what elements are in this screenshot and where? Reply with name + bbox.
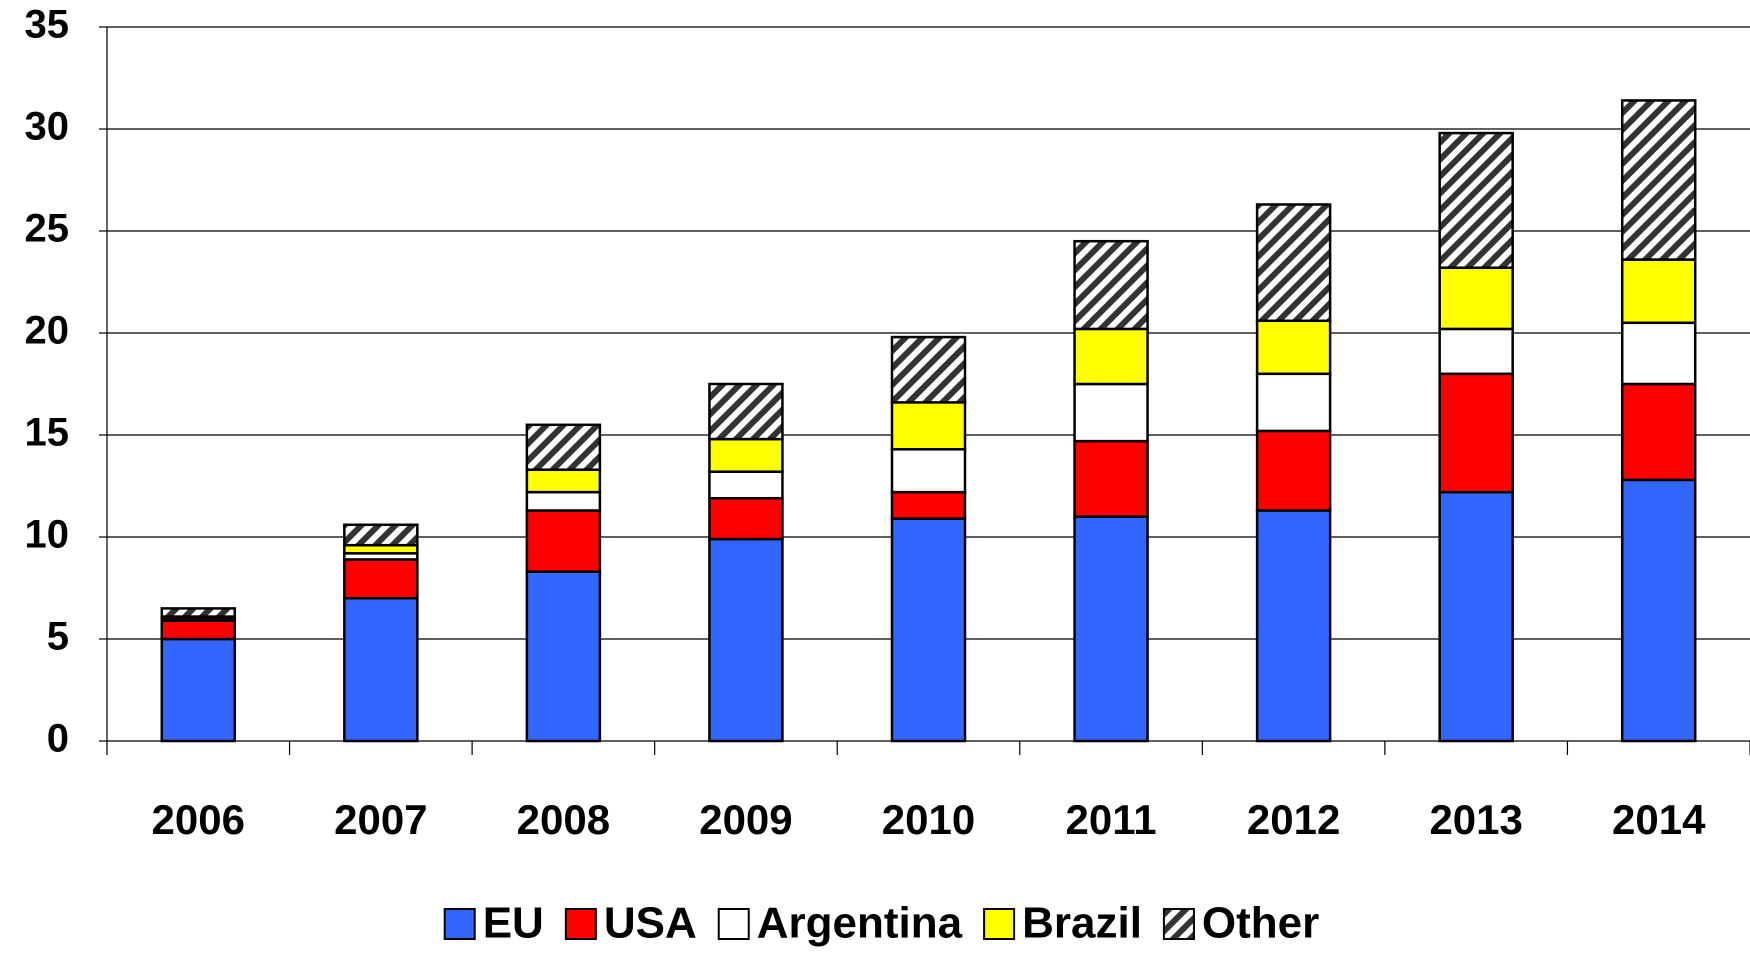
y-tick-label: 15 xyxy=(25,411,70,455)
y-tick-label: 35 xyxy=(25,3,70,47)
bar-segment xyxy=(1438,372,1514,494)
bar-segment xyxy=(1620,478,1697,743)
bar-segment xyxy=(890,335,967,404)
legend-swatch xyxy=(1162,908,1195,940)
legend-label: Brazil xyxy=(1022,899,1142,948)
legend-label: Argentina xyxy=(757,899,963,948)
x-tick-label: 2009 xyxy=(699,796,792,843)
legend-swatch xyxy=(564,908,597,940)
x-tick-label: 2008 xyxy=(517,796,610,843)
bar-segment xyxy=(708,496,784,541)
legend: EU USA Argentina Brazil Other xyxy=(443,899,1319,948)
x-tick-label: 2012 xyxy=(1247,796,1340,843)
bar-segment xyxy=(1255,319,1332,376)
bar-segment xyxy=(890,401,967,451)
x-tick-label: 2007 xyxy=(334,796,427,843)
bar-segment xyxy=(1620,258,1697,325)
y-tick-label: 25 xyxy=(25,207,70,251)
bar-segment xyxy=(1255,429,1332,512)
bar-segment xyxy=(890,517,967,743)
y-tick-label: 0 xyxy=(47,717,69,761)
y-tick-label: 30 xyxy=(25,105,70,149)
bar-segment xyxy=(343,558,419,600)
bar-segment xyxy=(708,437,784,473)
bar-segment xyxy=(1073,439,1149,518)
y-tick-label: 10 xyxy=(25,513,70,557)
bar-segment xyxy=(708,470,784,500)
bar-segment xyxy=(1255,372,1332,433)
x-tick-label: 2013 xyxy=(1429,796,1522,843)
legend-label: Other xyxy=(1202,899,1319,948)
bar-segment xyxy=(890,490,967,520)
bar-segment xyxy=(343,523,419,547)
bar-segment xyxy=(1438,490,1514,743)
bar-segment xyxy=(1255,509,1332,743)
bar-segment xyxy=(160,637,237,743)
bar-segment xyxy=(708,537,784,743)
bar-segment xyxy=(1073,239,1149,331)
bar-segment xyxy=(160,619,237,641)
bar-segment xyxy=(525,468,602,494)
legend-swatch xyxy=(983,908,1016,940)
x-tick-label: 2010 xyxy=(882,796,975,843)
legend-label: USA xyxy=(604,899,697,948)
bar-segment xyxy=(1438,266,1514,331)
x-tick-label: 2011 xyxy=(1065,796,1156,843)
x-tick-label: 2014 xyxy=(1612,796,1706,843)
bar-segment xyxy=(525,509,602,573)
bar-segment xyxy=(160,607,237,618)
bar-segment xyxy=(1620,99,1697,261)
legend-swatch xyxy=(717,908,750,940)
bar-segment xyxy=(1620,321,1697,386)
legend-swatch xyxy=(443,908,476,940)
bar-segment xyxy=(1438,131,1514,269)
bar-segment xyxy=(890,448,967,494)
x-tick-label: 2006 xyxy=(152,796,245,843)
bar-segment xyxy=(525,423,602,471)
bar-segment xyxy=(1073,382,1149,443)
bar-segment xyxy=(525,570,602,743)
bar-segment xyxy=(1620,382,1697,482)
bar-segment xyxy=(525,490,602,512)
y-tick-label: 5 xyxy=(47,615,69,659)
legend-label: EU xyxy=(483,899,544,948)
bar-segment xyxy=(1255,203,1332,323)
bar-segment xyxy=(343,596,419,743)
bar-segment xyxy=(1073,327,1149,386)
bar-segment xyxy=(708,382,784,441)
bar-segment xyxy=(1438,327,1514,376)
y-tick-label: 20 xyxy=(25,309,70,353)
bar-segment xyxy=(1073,515,1149,743)
